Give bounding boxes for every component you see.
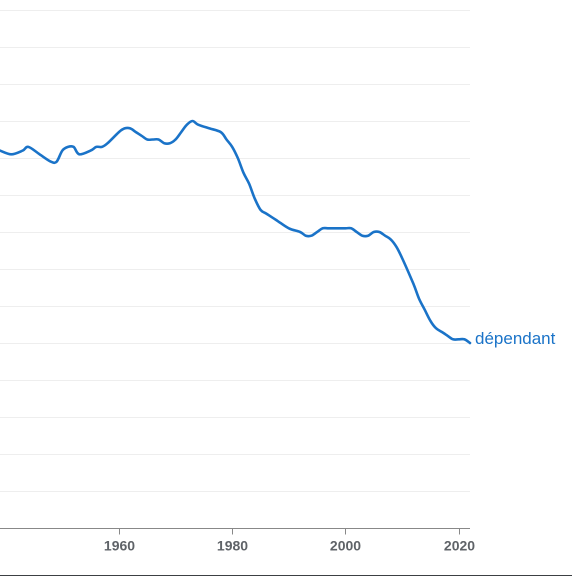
- grid-lines: [0, 10, 470, 492]
- x-axis: 1960 1980 2000 2020: [0, 528, 475, 554]
- series-line-dépendant: [0, 119, 472, 345]
- x-tick-label: 2000: [330, 538, 361, 554]
- x-tick-label: 2020: [444, 538, 475, 554]
- x-tick-label: 1960: [104, 538, 135, 554]
- x-tick-label: 1980: [217, 538, 248, 554]
- series-label: dépendant: [475, 329, 556, 348]
- series-labels: dépendant: [475, 329, 556, 348]
- series-layer: [0, 119, 472, 345]
